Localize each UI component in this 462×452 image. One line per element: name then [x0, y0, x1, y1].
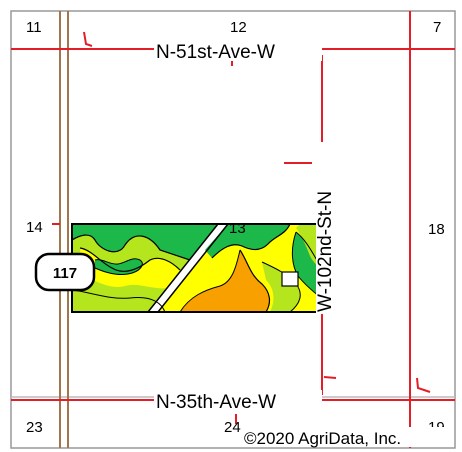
section-label-11: 11: [26, 19, 42, 36]
section-label-18: 18: [428, 221, 445, 238]
section-label-12: 12: [230, 19, 247, 36]
copyright-bg: [244, 427, 452, 447]
section-label-24: 24: [224, 419, 241, 436]
field-boundary: [71, 223, 325, 313]
road-label-north: N-51st-Ave-W: [156, 42, 275, 63]
section-label-14: 14: [26, 219, 43, 236]
highway-shield: 117: [34, 252, 96, 292]
section-label-23: 23: [26, 419, 43, 436]
road-label-bg-east: [316, 142, 336, 314]
road-label-east: W-102nd-St-N: [315, 191, 336, 312]
road-label-bg-north: [154, 41, 322, 61]
soil-zone-lightgreen-east: [262, 262, 301, 312]
soil-zone-green-north: [205, 224, 290, 258]
soil-zone-orange: [180, 250, 270, 312]
highway-117: [59, 11, 69, 448]
soil-zone-lightgreen-sw: [72, 290, 165, 312]
section-label-13: 13: [229, 220, 246, 237]
highway-shield-number: 117: [53, 265, 77, 282]
road-label-bg-south: [154, 390, 322, 410]
farmstead-marker: [281, 271, 299, 287]
road-label-south: N-35th-Ave-W: [156, 392, 276, 413]
section-label-7: 7: [433, 19, 441, 36]
copyright-text: ©2020 AgriData, Inc.: [244, 429, 401, 448]
soil-zone-yellow-west: [80, 248, 180, 289]
field-gap: [148, 224, 228, 312]
